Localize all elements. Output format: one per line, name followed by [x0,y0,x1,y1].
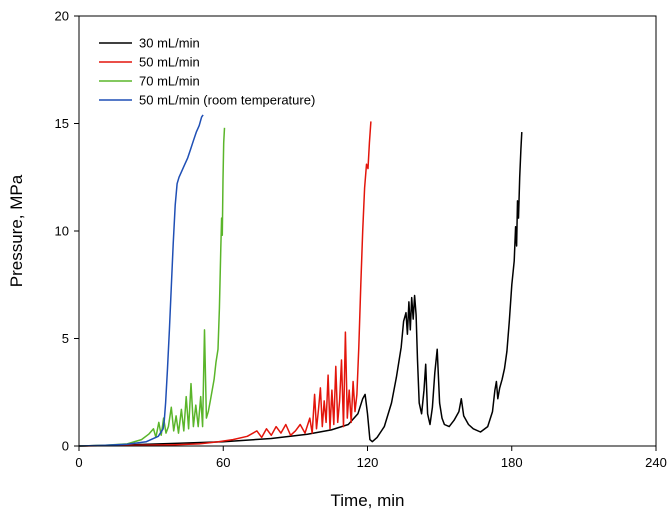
y-tick-label-1: 5 [62,331,69,346]
series-line-1 [78,132,523,447]
series-line-3 [78,127,226,447]
legend-label-4: 50 mL/min (room temperature) [139,93,315,108]
series-layer [78,114,523,447]
legend-label-1: 30 mL/min [139,36,200,51]
x-tick-label-1: 60 [216,455,230,470]
x-tick-label-0: 0 [75,455,82,470]
series-line-2 [78,121,372,447]
legend-label-2: 50 mL/min [139,55,200,70]
legend-label-3: 70 mL/min [139,74,200,89]
y-tick-label-4: 20 [55,9,69,24]
x-tick-label-3: 180 [501,455,523,470]
legend: 30 mL/min 50 mL/min 70 mL/min 50 mL/min (ro… [99,36,315,108]
y-tick-label-2: 10 [55,224,69,239]
ticks-layer: 0 60 120 180 240 0 5 10 15 20 [55,9,667,471]
x-axis-title: Time, min [331,491,405,510]
y-axis-title: Pressure, MPa [7,174,26,287]
y-tick-label-3: 15 [55,116,69,131]
x-tick-label-4: 240 [645,455,667,470]
x-tick-label-2: 120 [357,455,379,470]
series-line-4 [78,114,204,447]
y-tick-label-0: 0 [62,439,69,454]
